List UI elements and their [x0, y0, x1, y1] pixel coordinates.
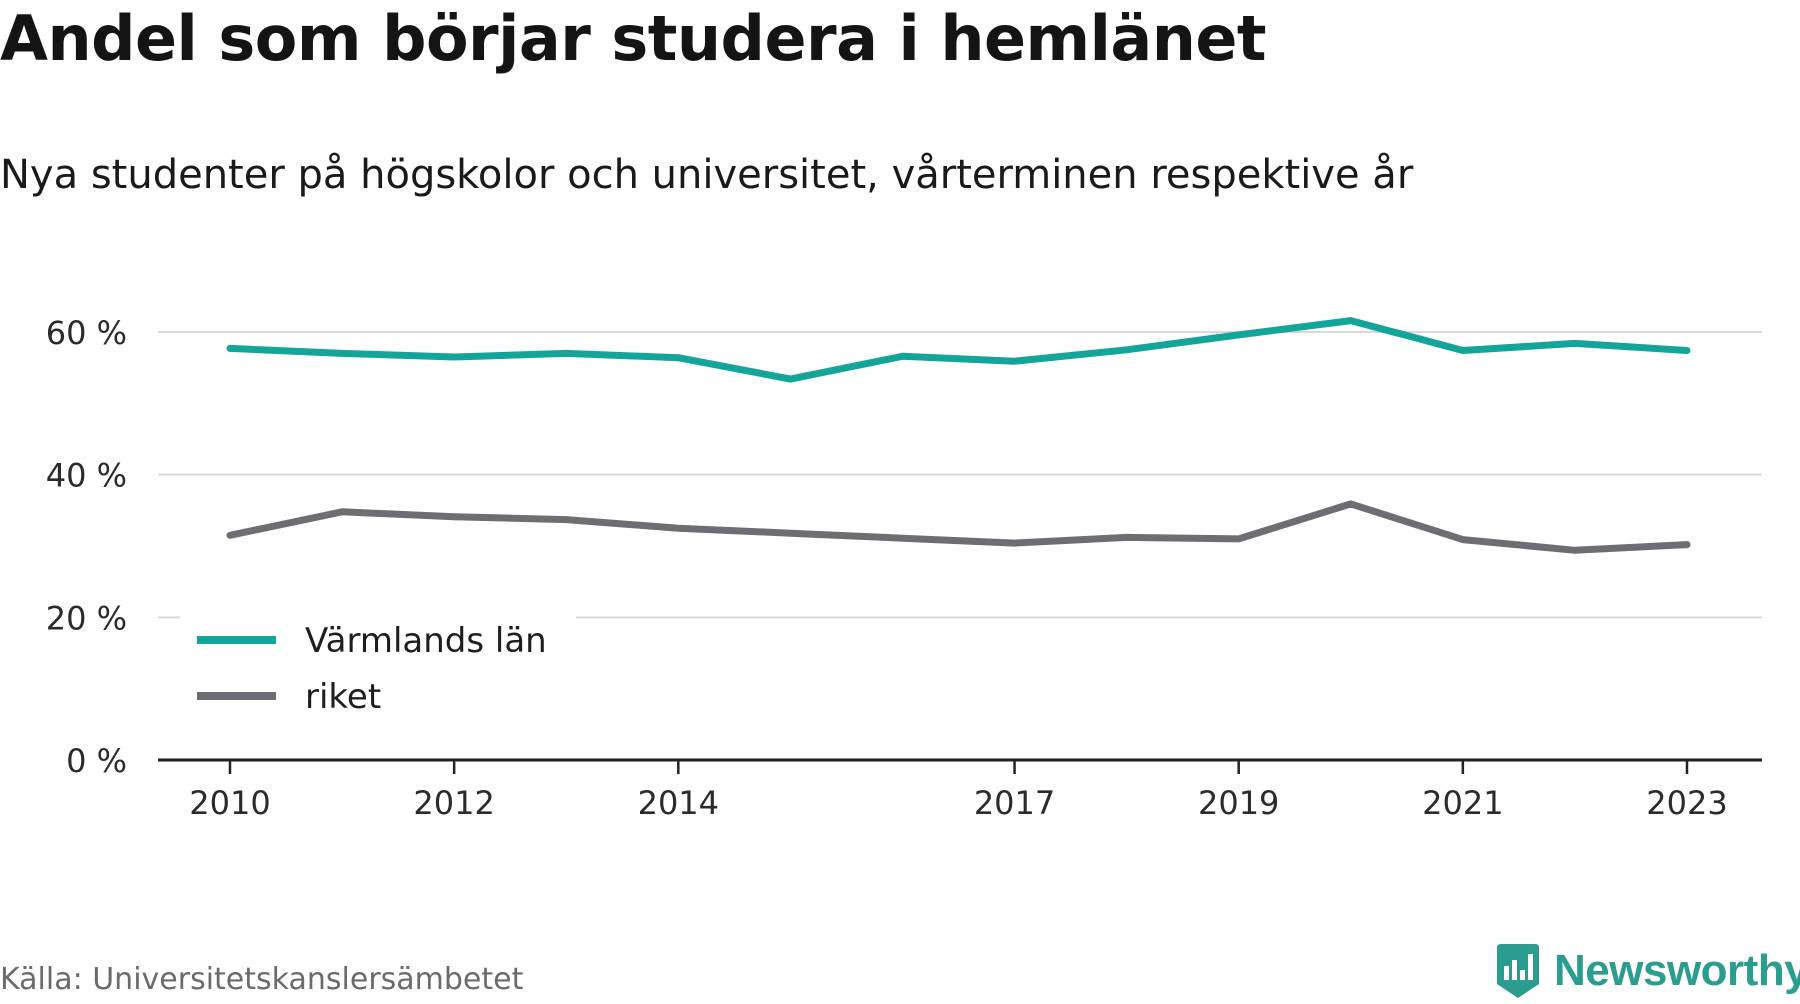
x-tick-label: 2010: [189, 784, 270, 822]
legend-label: Värmlands län: [305, 621, 547, 661]
legend-background: [180, 604, 576, 722]
x-tick-label: 2023: [1646, 784, 1727, 822]
chart-subtitle: Nya studenter på högskolor och universit…: [0, 152, 1414, 198]
x-tick-label: 2014: [638, 784, 719, 822]
x-axis-ticks: 2010 2012 2014 2017 2019 2021 2023: [189, 760, 1728, 822]
newsworthy-logo-icon: [1497, 944, 1539, 998]
chart-title: Andel som börjar studera i hemlänet: [0, 2, 1267, 75]
source-note: Källa: Universitetskanslersämbetet: [0, 962, 524, 997]
brand-name: Newsworthy: [1554, 946, 1800, 995]
x-tick-label: 2021: [1422, 784, 1503, 822]
x-tick-label: 2012: [413, 784, 494, 822]
brand-logo: Newsworthy: [1494, 938, 1800, 1004]
legend: Värmlands län riket: [180, 604, 576, 722]
y-tick-label: 20 %: [46, 599, 127, 637]
legend-label: riket: [305, 677, 381, 717]
y-tick-label: 60 %: [46, 314, 127, 352]
grid-lines: [158, 331, 1762, 619]
x-tick-label: 2017: [974, 784, 1055, 822]
y-tick-label: 0 %: [66, 742, 127, 780]
y-tick-label: 40 %: [46, 457, 127, 495]
y-axis-ticks: 0 % 20 % 40 % 60 %: [46, 314, 127, 780]
x-tick-label: 2019: [1198, 784, 1279, 822]
series-lines: [226, 317, 1691, 554]
series-line: [226, 317, 1691, 383]
series-line: [226, 500, 1691, 554]
